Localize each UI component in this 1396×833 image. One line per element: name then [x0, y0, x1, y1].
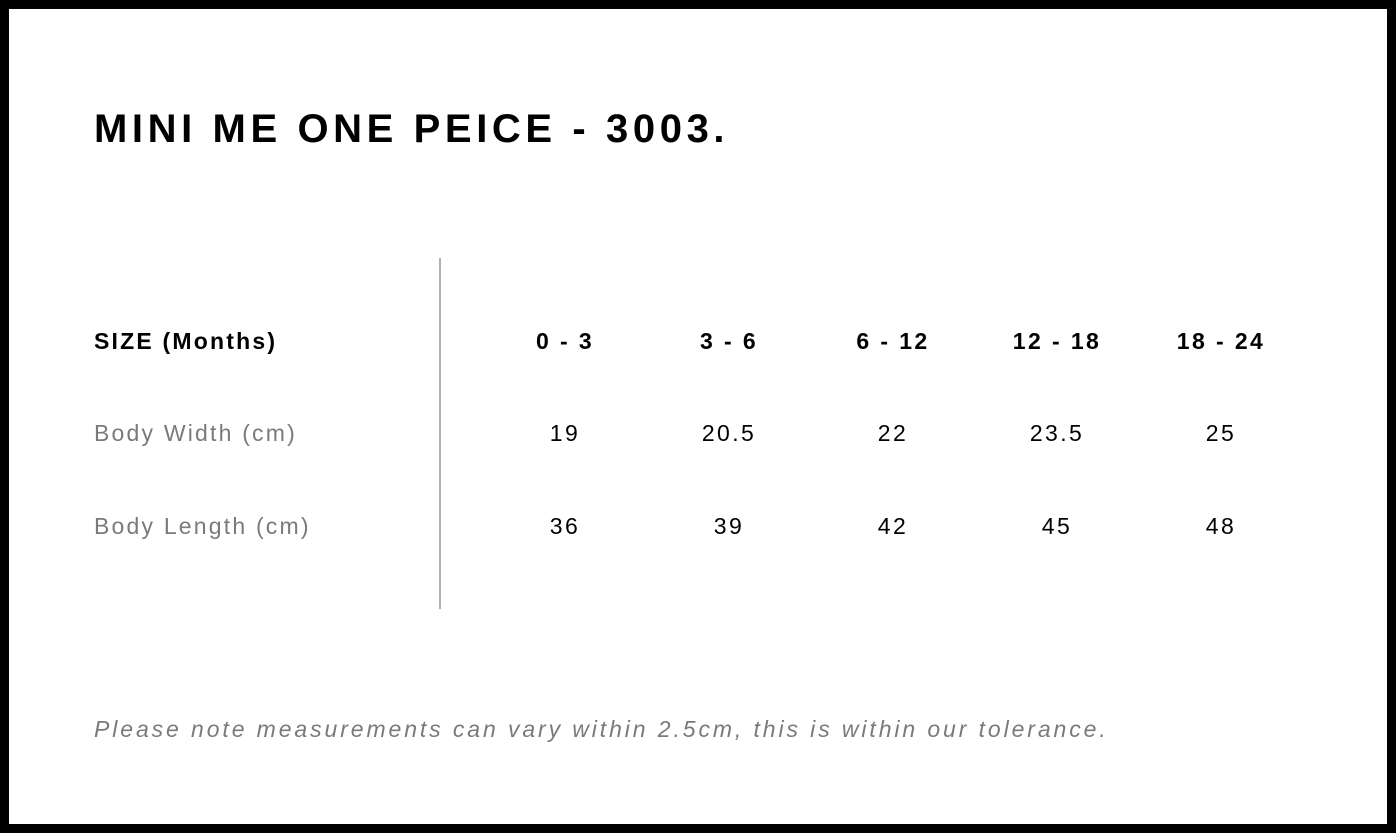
table-row-body-width: Body Width (cm) 19 20.5 22 23.5 25 — [9, 418, 1387, 448]
table-cell: 25 — [1205, 420, 1237, 446]
size-header: 0 - 3 — [535, 328, 595, 354]
table-cell: 45 — [1041, 513, 1073, 539]
table-header-row: SIZE (Months) 0 - 3 3 - 6 6 - 12 12 - 18… — [9, 326, 1387, 356]
size-header-label: SIZE (Months) — [94, 328, 278, 354]
table-row-body-length: Body Length (cm) 36 39 42 45 48 — [9, 511, 1387, 541]
row-label: Body Width (cm) — [94, 420, 297, 446]
table-cell: 48 — [1205, 513, 1237, 539]
size-header: 18 - 24 — [1176, 328, 1266, 354]
row-label: Body Length (cm) — [94, 513, 311, 539]
table-cell: 23.5 — [1029, 420, 1085, 446]
table-cell: 36 — [549, 513, 581, 539]
table-cell: 39 — [713, 513, 745, 539]
table-cell: 19 — [549, 420, 581, 446]
column-divider — [439, 258, 441, 609]
size-header: 6 - 12 — [856, 328, 930, 354]
size-header: 12 - 18 — [1012, 328, 1102, 354]
table-cell: 22 — [877, 420, 909, 446]
table-cell: 42 — [877, 513, 909, 539]
table-cell: 20.5 — [701, 420, 757, 446]
page-title: MINI ME ONE PEICE - 3003. — [94, 107, 730, 151]
size-chart-card: MINI ME ONE PEICE - 3003. SIZE (Months) … — [9, 9, 1387, 824]
size-header: 3 - 6 — [699, 328, 759, 354]
tolerance-note: Please note measurements can vary within… — [94, 716, 1109, 742]
